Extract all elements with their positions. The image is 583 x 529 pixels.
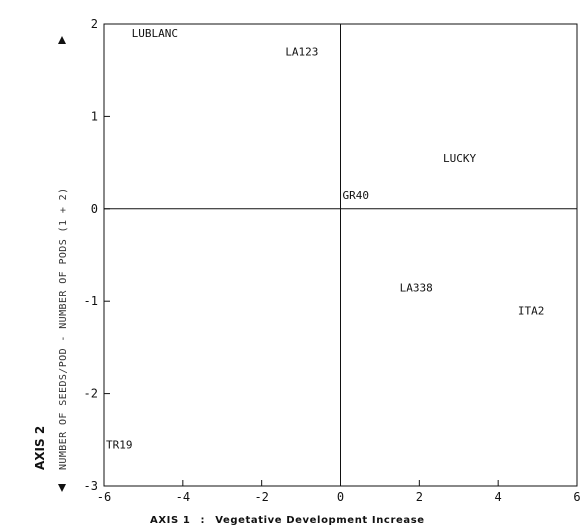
y-tick-label: -1	[84, 294, 98, 308]
point-labels: LUBLANC LA123 LUCKY GR40 LA338 ITA2 TR19	[106, 27, 544, 451]
x-tick-label: 0	[337, 490, 344, 504]
y-axis-label-axis: AXIS 2	[33, 426, 47, 470]
x-tick-label: -2	[254, 490, 268, 504]
y-tick-label: -3	[84, 479, 98, 493]
x-tick-label: -4	[176, 490, 190, 504]
point-label-lublanc: LUBLANC	[132, 27, 178, 40]
y-axis-ticks: -3 -2 -1 0 1 2	[84, 17, 110, 493]
point-label-tr19: TR19	[106, 438, 132, 451]
x-tick-label: 4	[495, 490, 502, 504]
point-label-ita2: ITA2	[518, 304, 545, 317]
x-axis-label: AXIS 1 : Vegetative Development Increase	[150, 515, 425, 526]
y-tick-label: 0	[91, 202, 98, 216]
y-axis-label: AXIS 2	[33, 426, 47, 470]
point-label-gr40: GR40	[342, 189, 369, 202]
y-tick-label: 1	[91, 109, 98, 123]
x-axis-label-desc: Vegetative Development Increase	[215, 515, 424, 526]
x-axis-ticks: -6 -4 -2 0 2 4 6	[97, 480, 581, 504]
x-axis-label-sep: :	[201, 515, 206, 526]
x-tick-label: -6	[97, 490, 111, 504]
y-axis-description-text: NUMBER OF SEEDS/POD - NUMBER OF PODS (1 …	[58, 187, 69, 470]
y-tick-label: -2	[84, 387, 98, 401]
point-label-la338: LA338	[400, 281, 433, 294]
y-tick-label: 2	[91, 17, 98, 31]
x-tick-label: 6	[573, 490, 580, 504]
x-tick-label: 2	[416, 490, 423, 504]
y-axis-arrow-up-icon	[58, 36, 66, 44]
point-label-la123: LA123	[285, 46, 318, 59]
x-axis-label-axis: AXIS 1	[150, 515, 190, 526]
point-label-lucky: LUCKY	[443, 152, 476, 165]
y-axis-description: NUMBER OF SEEDS/POD - NUMBER OF PODS (1 …	[58, 187, 69, 470]
y-axis-arrow-down-icon	[58, 484, 66, 492]
